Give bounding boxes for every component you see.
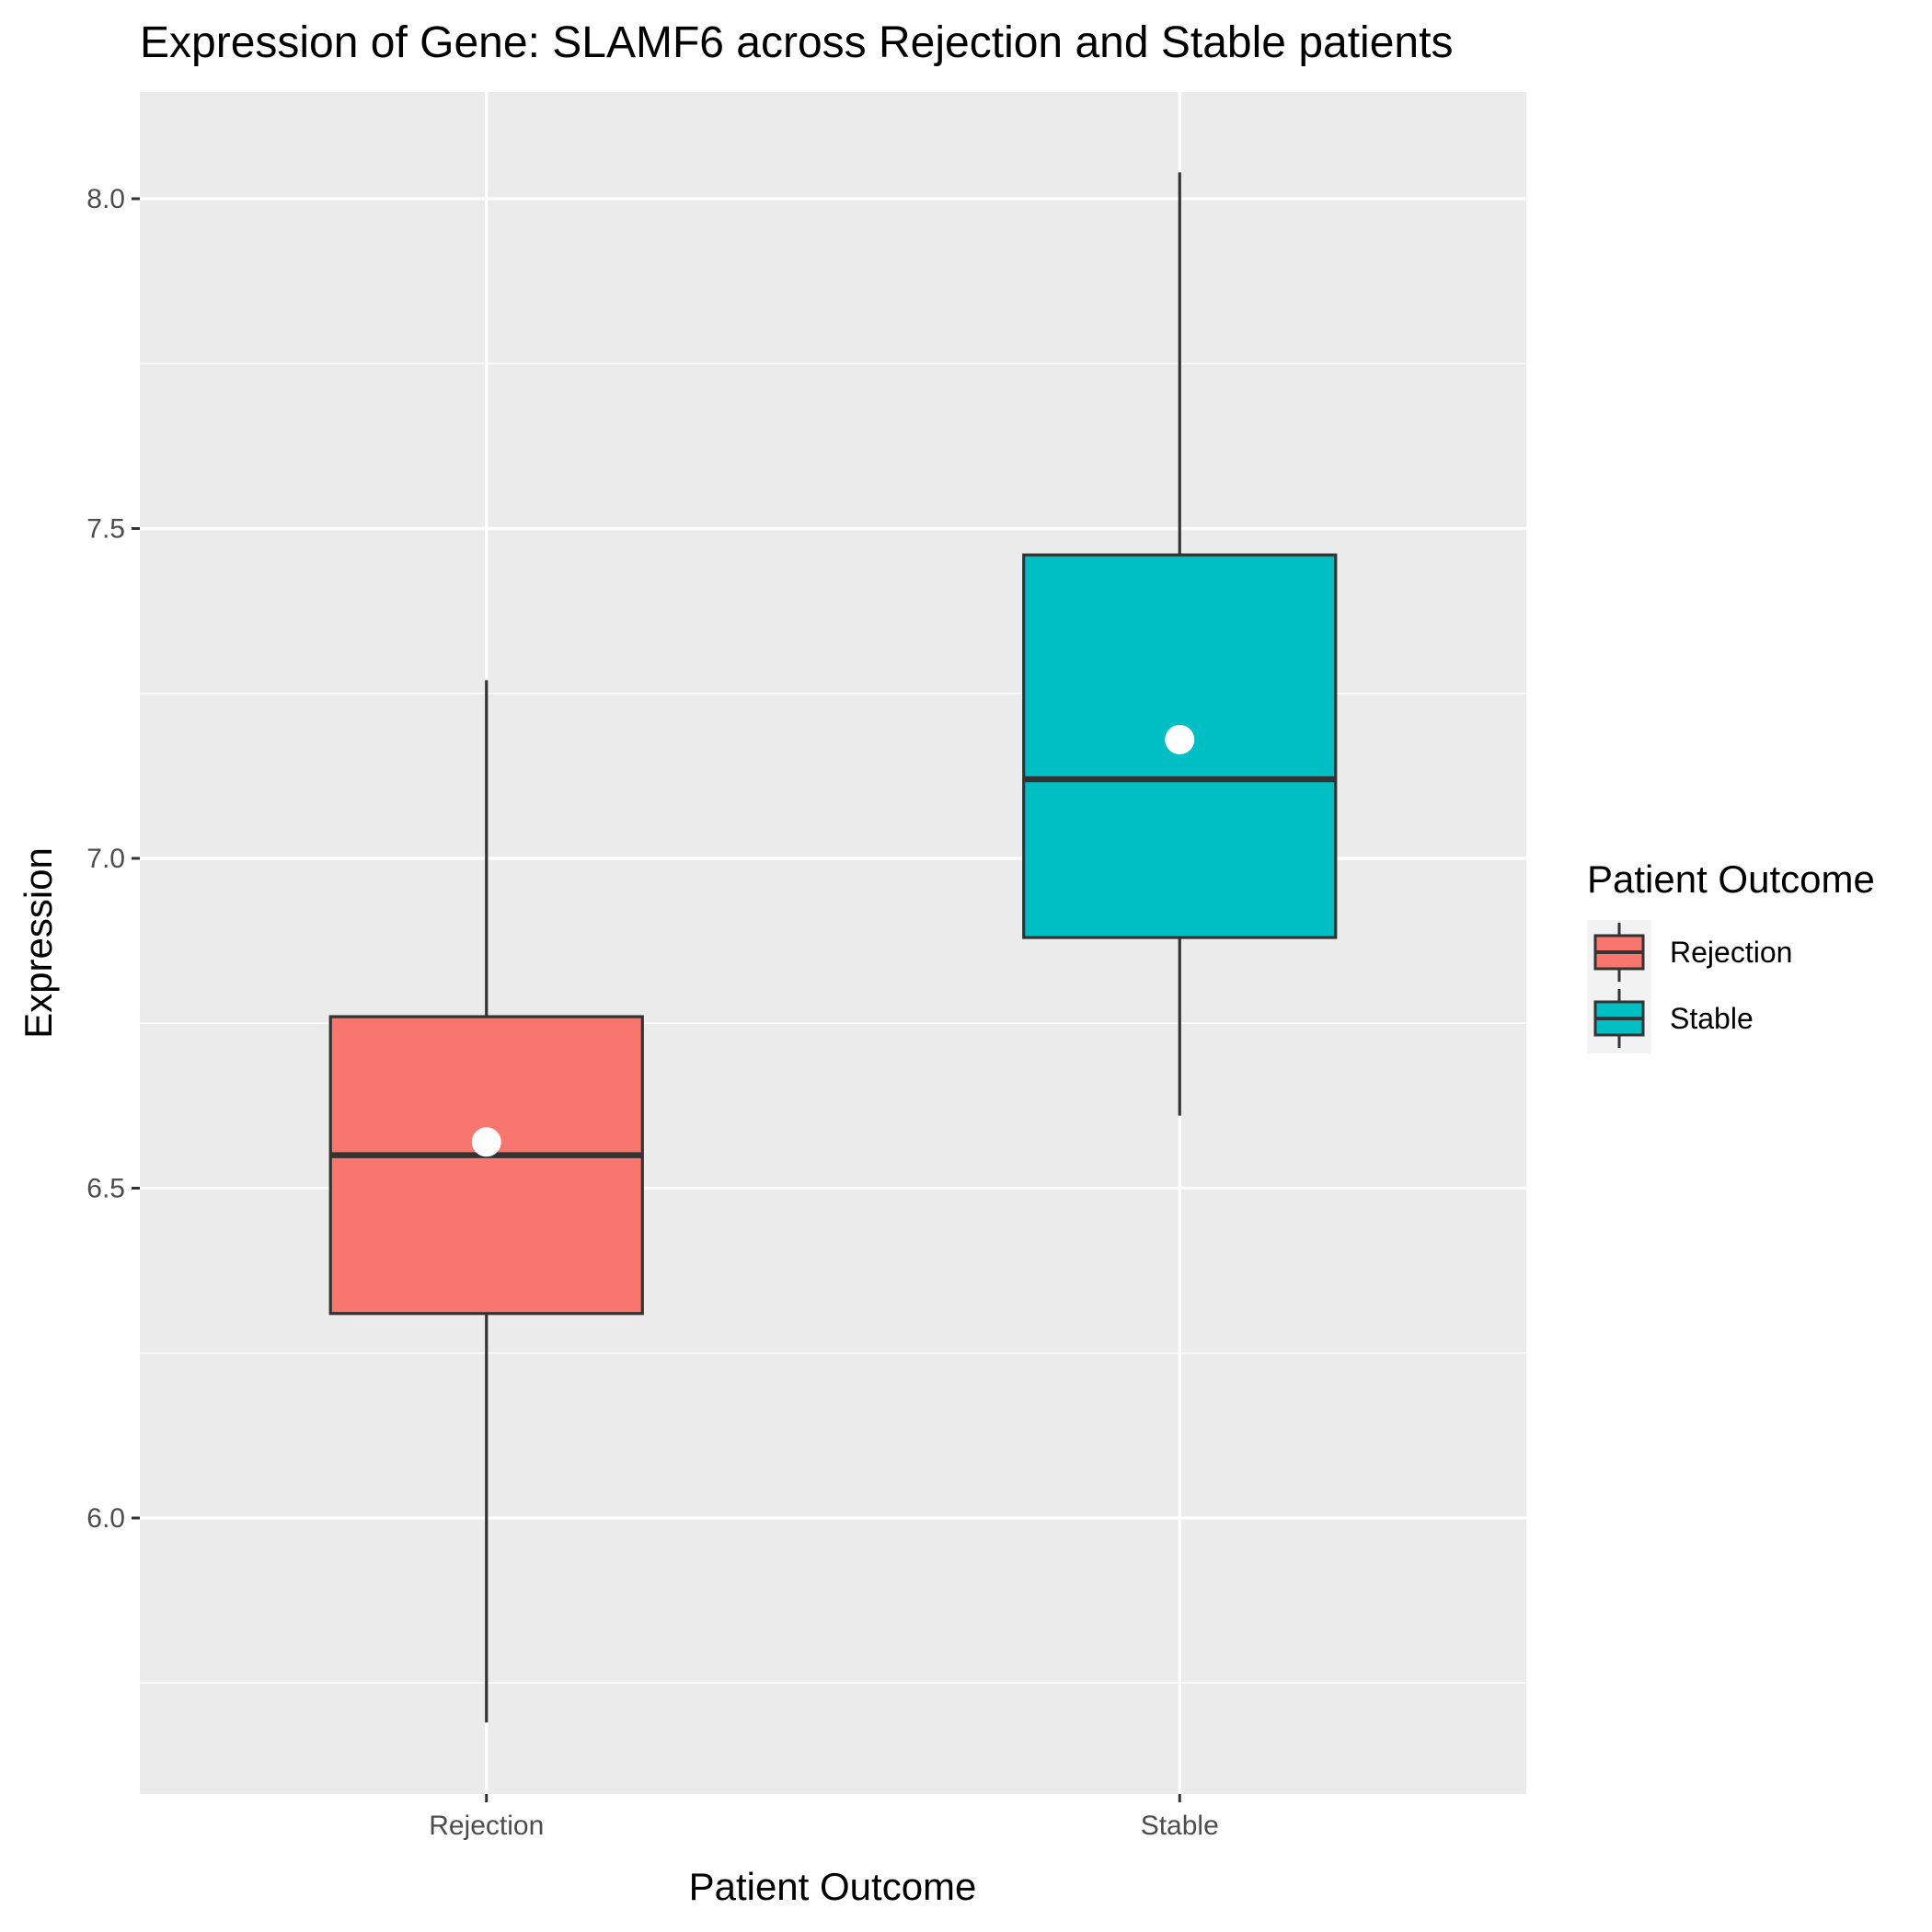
y-axis: 6.0 6.5 7.0 7.5 8.0 — [86, 184, 140, 1534]
y-tick-label: 6.5 — [86, 1174, 125, 1204]
box-rejection — [328, 680, 644, 1723]
chart-title: Expression of Gene: SLAMF6 across Reject… — [140, 18, 1453, 67]
legend-key-rejection: Rejection — [1593, 923, 1792, 982]
box-stable — [1022, 172, 1338, 1116]
legend-key-stable: Stable — [1593, 989, 1754, 1048]
y-tick-label: 7.0 — [86, 844, 125, 874]
legend: Patient Outcome Rejection Stable — [1587, 857, 1875, 1053]
x-tick-label: Rejection — [429, 1811, 544, 1841]
legend-title: Patient Outcome — [1587, 857, 1875, 901]
y-axis-title: Expression — [17, 847, 60, 1039]
y-tick-label: 6.0 — [86, 1503, 125, 1534]
plot-panel — [140, 92, 1526, 1794]
mean-point — [1165, 724, 1195, 754]
x-axis: Rejection Stable — [429, 1794, 1219, 1841]
y-tick-label: 8.0 — [86, 184, 125, 214]
legend-keys: Rejection Stable — [1593, 923, 1792, 1048]
legend-label: Rejection — [1670, 936, 1792, 969]
mean-point — [471, 1127, 501, 1157]
box-iqr — [328, 1015, 644, 1316]
x-tick-label: Stable — [1141, 1811, 1219, 1841]
y-tick-label: 7.5 — [86, 514, 125, 545]
legend-label: Stable — [1670, 1002, 1754, 1035]
box-series — [328, 172, 1338, 1723]
x-axis-title: Patient Outcome — [689, 1865, 977, 1908]
